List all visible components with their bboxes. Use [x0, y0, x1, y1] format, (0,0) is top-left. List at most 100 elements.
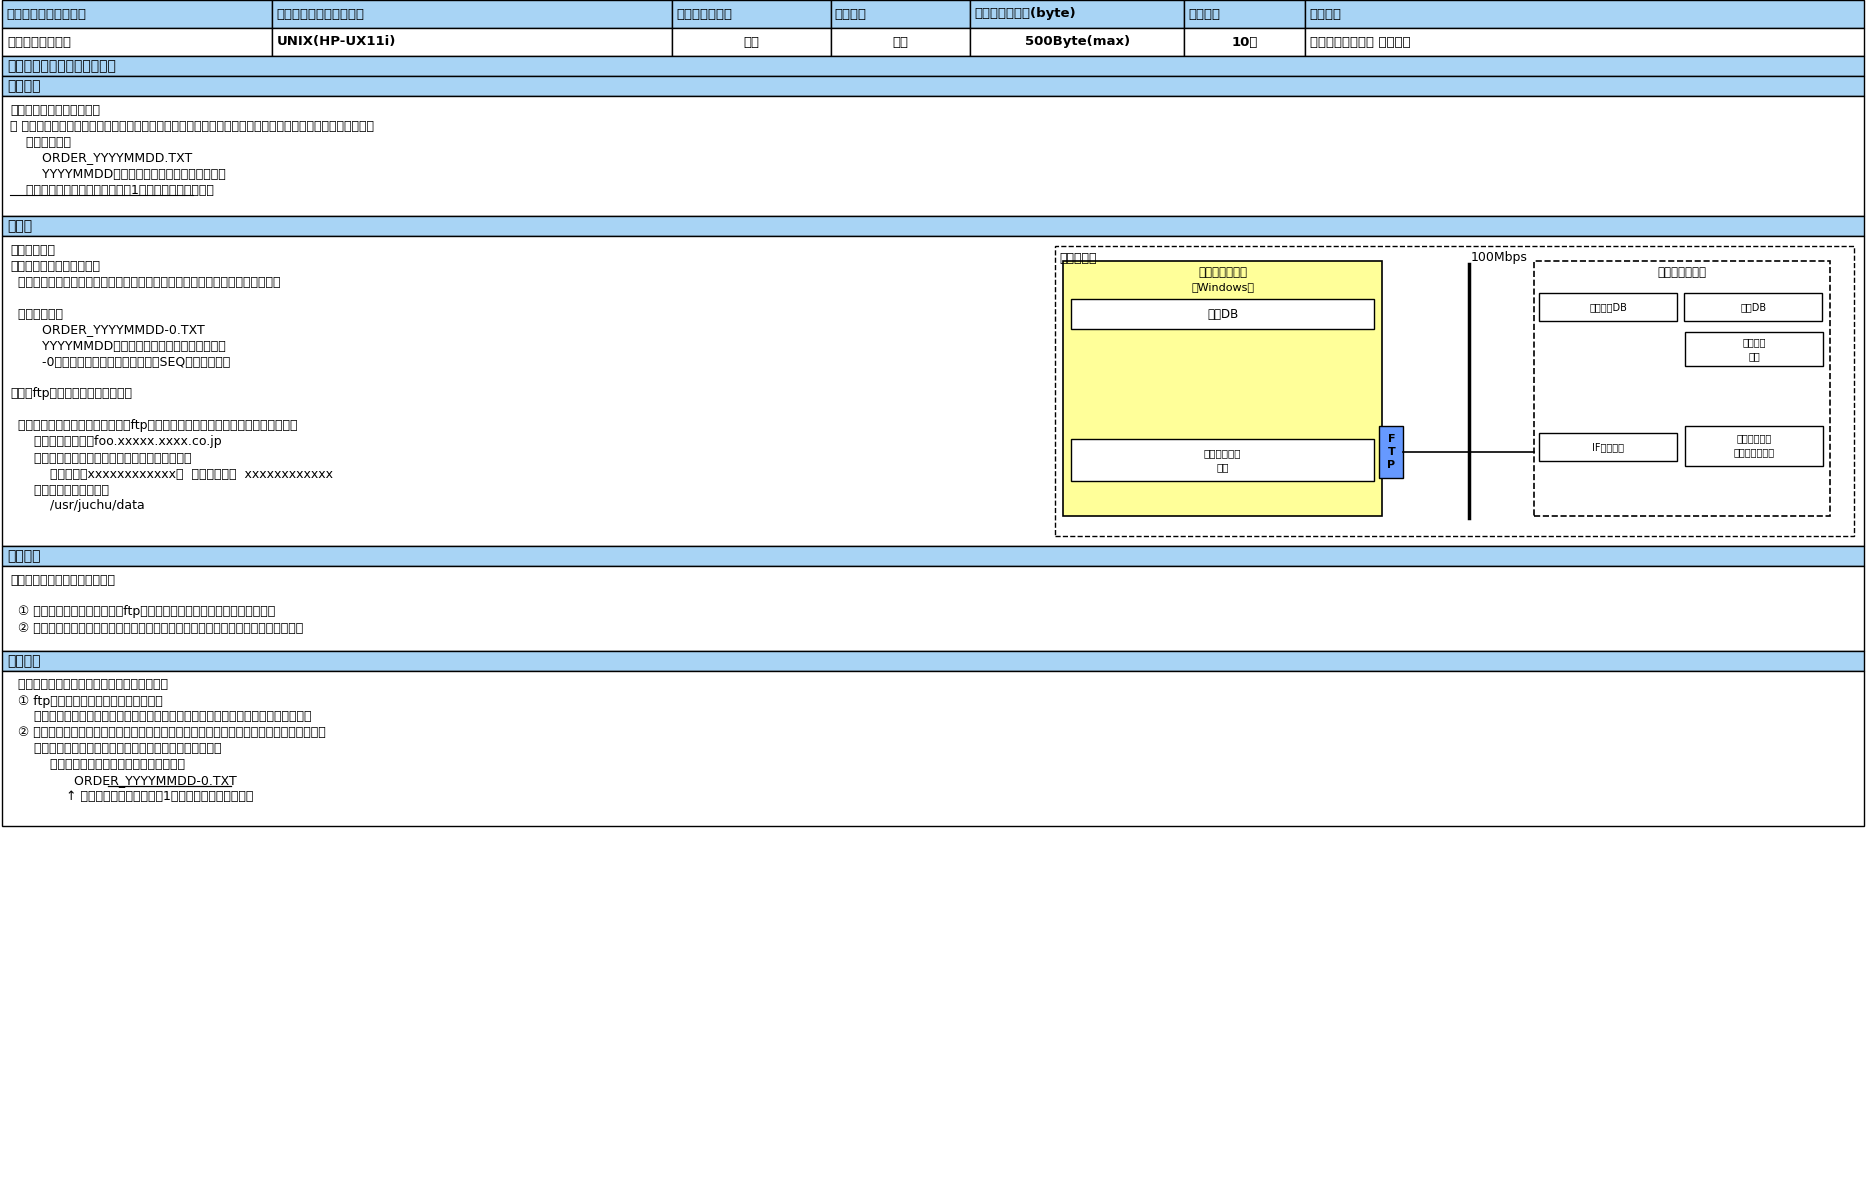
Bar — [830, 0, 970, 27]
Text: 作成: 作成 — [1217, 462, 1230, 472]
Text: 販売管理サーバ: 販売管理サーバ — [1657, 266, 1707, 279]
Bar — [1306, 27, 1864, 56]
Bar — [1071, 439, 1375, 481]
Text: データ量: データ量 — [834, 7, 866, 20]
Text: ORDER_YYYYMMDD-0.TXT: ORDER_YYYYMMDD-0.TXT — [9, 324, 205, 337]
Bar — [2, 216, 1864, 236]
Text: 可変: 可変 — [892, 36, 909, 49]
Text: T: T — [1388, 447, 1396, 457]
Text: （対応）ファイル名を変更して再度本処理を実行する。: （対応）ファイル名を変更して再度本処理を実行する。 — [9, 743, 222, 756]
Bar — [970, 0, 1185, 27]
Text: ↑ 前のファイルの数字から1上げた数字に変更する。: ↑ 前のファイルの数字から1上げた数字に変更する。 — [9, 790, 254, 804]
Text: ユーザ名：xxxxxxxxxxxx　  パスワード：  xxxxxxxxxxxx: ユーザ名：xxxxxxxxxxxx パスワード： xxxxxxxxxxxx — [9, 468, 332, 480]
Text: 販売管理DB: 販売管理DB — [1590, 302, 1627, 312]
Text: 本処理: 本処理 — [7, 219, 32, 233]
Text: -0は、処理を複数回実施した際のSEQ番号とする。: -0は、処理を複数回実施した際のSEQ番号とする。 — [9, 356, 230, 369]
Text: 保存期間: 保存期間 — [1189, 7, 1220, 20]
Text: 送信: 送信 — [743, 36, 759, 49]
Bar — [672, 0, 830, 27]
Text: 販売管理システム: 販売管理システム — [7, 36, 71, 49]
Text: 次の場合には処理異常として処理すること。: 次の場合には処理異常として処理すること。 — [9, 678, 168, 691]
Text: （１）で作成した送信ファイルをftpコマンドにより相手先システムに送信する。: （１）で作成した送信ファイルをftpコマンドにより相手先システムに送信する。 — [9, 419, 297, 432]
Text: 売掛DB: 売掛DB — [1739, 302, 1765, 312]
Text: イメージ図: イメージ図 — [1060, 252, 1097, 265]
Bar — [1185, 27, 1306, 56]
Text: ① リターンコードを確認し、ftp処理が正常に終了したことを確認する。: ① リターンコードを確認し、ftp処理が正常に終了したことを確認する。 — [9, 605, 276, 618]
Text: YYYYMMDDは、処理日の日付を割り当てる。: YYYYMMDDは、処理日の日付を割り当てる。 — [9, 339, 226, 352]
Text: （２）ftpコマンドによる送信処理: （２）ftpコマンドによる送信処理 — [9, 388, 132, 400]
Text: ファイル名：: ファイル名： — [9, 308, 63, 320]
Text: 元となるインタフェースファイルをコピーして送信用のファイルを作成する。: 元となるインタフェースファイルをコピーして送信用のファイルを作成する。 — [9, 276, 280, 289]
Text: （１）送信ファイルの作成: （１）送信ファイルの作成 — [9, 259, 101, 272]
Bar — [2, 76, 1864, 96]
Bar — [1685, 426, 1823, 466]
Text: 接続先相手システム名: 接続先相手システム名 — [6, 7, 86, 20]
Bar — [1054, 246, 1855, 536]
Bar — [2, 236, 1864, 546]
Bar — [2, 56, 1864, 76]
Text: 送信時のユーザ名／パスワードは次のとおり。: 送信時のユーザ名／パスワードは次のとおり。 — [9, 451, 192, 464]
Bar — [2, 0, 272, 27]
Text: P: P — [1386, 460, 1396, 470]
Text: （Windows）: （Windows） — [1191, 282, 1254, 293]
Text: ORDER_YYYYMMDD.TXT: ORDER_YYYYMMDD.TXT — [9, 152, 192, 165]
Text: 終了条件: 終了条件 — [7, 549, 41, 564]
Text: 受注情報: 受注情報 — [1743, 337, 1765, 347]
Text: 転送先のディレクトリ: 転送先のディレクトリ — [9, 484, 108, 497]
Bar — [1539, 293, 1678, 321]
Bar — [1534, 261, 1831, 516]
Bar — [272, 0, 672, 27]
Bar — [1064, 261, 1383, 516]
Bar — [1685, 332, 1823, 367]
Text: 送信レコード: 送信レコード — [1204, 448, 1241, 458]
Bar — [1071, 298, 1375, 330]
Text: ファイルのレコード構成は別紙1のようになっている。: ファイルのレコード構成は別紙1のようになっている。 — [9, 184, 215, 197]
Text: ファイル名：: ファイル名： — [9, 135, 71, 148]
Bar — [1185, 0, 1306, 27]
Text: UNIX(HP-UX11i): UNIX(HP-UX11i) — [276, 36, 396, 49]
Bar — [2, 651, 1864, 671]
Text: YYYYMMDDは、処理日の日付を割り当てる。: YYYYMMDDは、処理日の日付を割り当てる。 — [9, 167, 226, 180]
Text: ORDER_YYYYMMDD-0.TXT: ORDER_YYYYMMDD-0.TXT — [9, 775, 237, 788]
Text: 500Byte(max): 500Byte(max) — [1024, 36, 1131, 49]
Text: IFファイル: IFファイル — [1592, 442, 1623, 453]
Text: ファイル名の変更ルールは次のとおり。: ファイル名の変更ルールは次のとおり。 — [9, 758, 185, 771]
Text: /usr/juchu/data: /usr/juchu/data — [9, 499, 146, 512]
Bar — [272, 27, 672, 56]
Bar — [2, 671, 1864, 826]
Bar — [2, 27, 272, 56]
Text: （送信レコード作成処理）: （送信レコード作成処理） — [9, 104, 101, 117]
Text: 受信レコード: 受信レコード — [1737, 433, 1771, 443]
Text: （送信処理）: （送信処理） — [9, 244, 54, 257]
Text: 接続先プラットフォーム: 接続先プラットフォーム — [276, 7, 364, 20]
Text: 保存場所: 保存場所 — [1310, 7, 1342, 20]
Text: （対応）エラーメッセージ処理に対してエラーを通知する。（詳細は別紙１参照）: （対応）エラーメッセージ処理に対してエラーを通知する。（詳細は別紙１参照） — [9, 710, 312, 724]
Text: 転送先サーバ名：foo.xxxxx.xxxx.co.jp: 転送先サーバ名：foo.xxxxx.xxxx.co.jp — [9, 436, 222, 449]
Text: 受注DB: 受注DB — [1207, 308, 1239, 320]
Text: F: F — [1388, 433, 1396, 444]
Text: 100Mbps: 100Mbps — [1470, 252, 1526, 265]
Text: 外部インタフェース処理説明: 外部インタフェース処理説明 — [7, 59, 116, 73]
Text: 10日: 10日 — [1232, 36, 1258, 49]
Text: 全体レコード長(byte): 全体レコード長(byte) — [974, 7, 1077, 20]
Bar — [2, 566, 1864, 651]
Text: ・ データベースより対象となるデータが抽出し、元となるインタフェースファイルを次の名称で作成する。: ・ データベースより対象となるデータが抽出し、元となるインタフェースファイルを次… — [9, 119, 373, 133]
Text: 解析・チェック: 解析・チェック — [1734, 447, 1775, 457]
Bar — [1306, 0, 1864, 27]
Text: 例外条件: 例外条件 — [7, 654, 41, 667]
Bar — [1379, 426, 1403, 478]
Bar — [970, 27, 1185, 56]
Bar — [830, 27, 970, 56]
Bar — [2, 96, 1864, 216]
Bar — [2, 546, 1864, 566]
Text: （１）ファイル転送結果の確認: （１）ファイル転送結果の確認 — [9, 573, 116, 586]
Text: 受注管理サーバ: 受注管理サーバ — [1198, 266, 1246, 279]
Text: 登録: 登録 — [1748, 351, 1760, 361]
Text: 送・受信の識別: 送・受信の識別 — [675, 7, 731, 20]
Text: 受注管理システム サーバ内: 受注管理システム サーバ内 — [1310, 36, 1411, 49]
Bar — [1539, 433, 1678, 461]
Text: 事前条件: 事前条件 — [7, 79, 41, 93]
Text: ② 転送先（販売管理サーバ）からのメッセージを受信して、転送成功を確認する。: ② 転送先（販売管理サーバ）からのメッセージを受信して、転送成功を確認する。 — [9, 622, 304, 634]
Bar — [672, 27, 830, 56]
Bar — [1685, 293, 1821, 321]
